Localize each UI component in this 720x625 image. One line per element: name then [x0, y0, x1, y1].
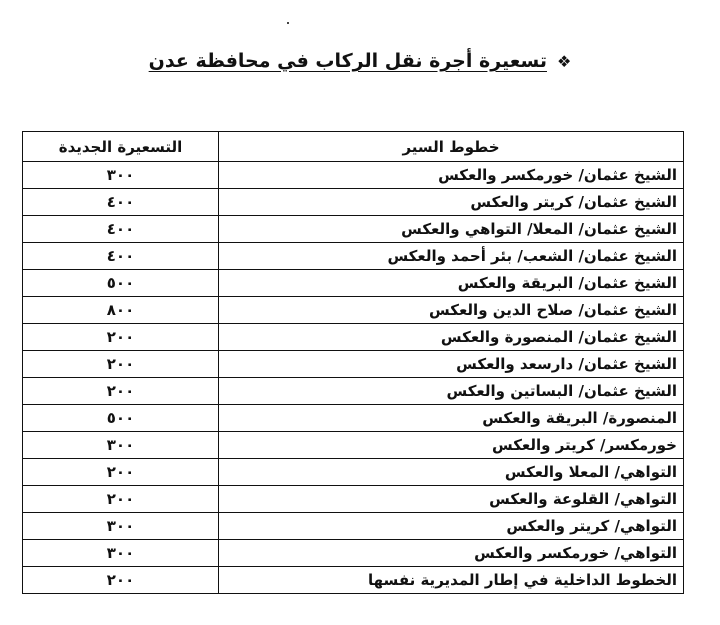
table-row: الشيخ عثمان/ دارسعد والعكس ٢٠٠ — [22, 350, 684, 378]
table-row: الخطوط الداخلية في إطار المديرية نفسها ٢٠… — [22, 566, 684, 594]
route-cell: المنصورة/ البريقة والعكس — [218, 404, 684, 432]
route-cell: التواهي/ خورمكسر والعكس — [218, 539, 684, 567]
route-cell: الشيخ عثمان/ البساتين والعكس — [218, 377, 684, 405]
table-row: الشيخ عثمان/ المنصورة والعكس ٢٠٠ — [22, 323, 684, 351]
fare-cell: ٣٠٠ — [22, 161, 219, 189]
table-row: الشيخ عثمان/ البريقة والعكس ٥٠٠ — [22, 269, 684, 297]
diamond-bullet-icon: ❖ — [556, 52, 572, 71]
table-row: خورمكسر/ كريتر والعكس ٣٠٠ — [22, 431, 684, 459]
route-cell: الشيخ عثمان/ كريتر والعكس — [218, 188, 684, 216]
scan-speck — [287, 22, 289, 24]
fare-cell: ٤٠٠ — [22, 215, 219, 243]
table-row: الشيخ عثمان/ المعلا/ التواهي والعكس ٤٠٠ — [22, 215, 684, 243]
table-row: الشيخ عثمان/ خورمكسر والعكس ٣٠٠ — [22, 161, 684, 189]
fare-cell: ٢٠٠ — [22, 377, 219, 405]
table-row: المنصورة/ البريقة والعكس ٥٠٠ — [22, 404, 684, 432]
fare-cell: ٢٠٠ — [22, 458, 219, 486]
route-cell: الخطوط الداخلية في إطار المديرية نفسها — [218, 566, 684, 594]
title-text: تسعيرة أجرة نقل الركاب في محافظة عدن — [148, 50, 547, 72]
table-row: التواهي/ خورمكسر والعكس ٣٠٠ — [22, 539, 684, 567]
fare-cell: ٢٠٠ — [22, 566, 219, 594]
fare-cell: ٥٠٠ — [22, 404, 219, 432]
header-route: خطوط السير — [218, 131, 684, 162]
fare-cell: ٢٠٠ — [22, 485, 219, 513]
route-cell: الشيخ عثمان/ البريقة والعكس — [218, 269, 684, 297]
fare-cell: ٣٠٠ — [22, 431, 219, 459]
route-cell: الشيخ عثمان/ المعلا/ التواهي والعكس — [218, 215, 684, 243]
route-cell: التواهي/ المعلا والعكس — [218, 458, 684, 486]
route-cell: التواهي/ كريتر والعكس — [218, 512, 684, 540]
fare-cell: ٨٠٠ — [22, 296, 219, 324]
header-row: خطوط السير التسعيرة الجديدة — [22, 131, 684, 162]
fare-cell: ٢٠٠ — [22, 323, 219, 351]
route-cell: الشيخ عثمان/ خورمكسر والعكس — [218, 161, 684, 189]
fare-cell: ٣٠٠ — [22, 539, 219, 567]
route-cell: الشيخ عثمان/ المنصورة والعكس — [218, 323, 684, 351]
table-row: التواهي/ المعلا والعكس ٢٠٠ — [22, 458, 684, 486]
table-row: الشيخ عثمان/ البساتين والعكس ٢٠٠ — [22, 377, 684, 405]
fare-cell: ٥٠٠ — [22, 269, 219, 297]
page-title: ❖ تسعيرة أجرة نقل الركاب في محافظة عدن — [0, 50, 720, 72]
route-cell: الشيخ عثمان/ دارسعد والعكس — [218, 350, 684, 378]
fare-table: خطوط السير التسعيرة الجديدة الشيخ عثمان/… — [22, 131, 684, 594]
route-cell: الشيخ عثمان/ صلاح الدين والعكس — [218, 296, 684, 324]
table-row: الشيخ عثمان/ صلاح الدين والعكس ٨٠٠ — [22, 296, 684, 324]
fare-cell: ٢٠٠ — [22, 350, 219, 378]
table-row: الشيخ عثمان/ الشعب/ بئر أحمد والعكس ٤٠٠ — [22, 242, 684, 270]
fare-cell: ٤٠٠ — [22, 242, 219, 270]
fare-cell: ٣٠٠ — [22, 512, 219, 540]
route-cell: خورمكسر/ كريتر والعكس — [218, 431, 684, 459]
table-row: التواهي/ القلوعة والعكس ٢٠٠ — [22, 485, 684, 513]
table-row: التواهي/ كريتر والعكس ٣٠٠ — [22, 512, 684, 540]
fare-cell: ٤٠٠ — [22, 188, 219, 216]
table-row: الشيخ عثمان/ كريتر والعكس ٤٠٠ — [22, 188, 684, 216]
route-cell: الشيخ عثمان/ الشعب/ بئر أحمد والعكس — [218, 242, 684, 270]
route-cell: التواهي/ القلوعة والعكس — [218, 485, 684, 513]
header-fare: التسعيرة الجديدة — [22, 131, 219, 162]
